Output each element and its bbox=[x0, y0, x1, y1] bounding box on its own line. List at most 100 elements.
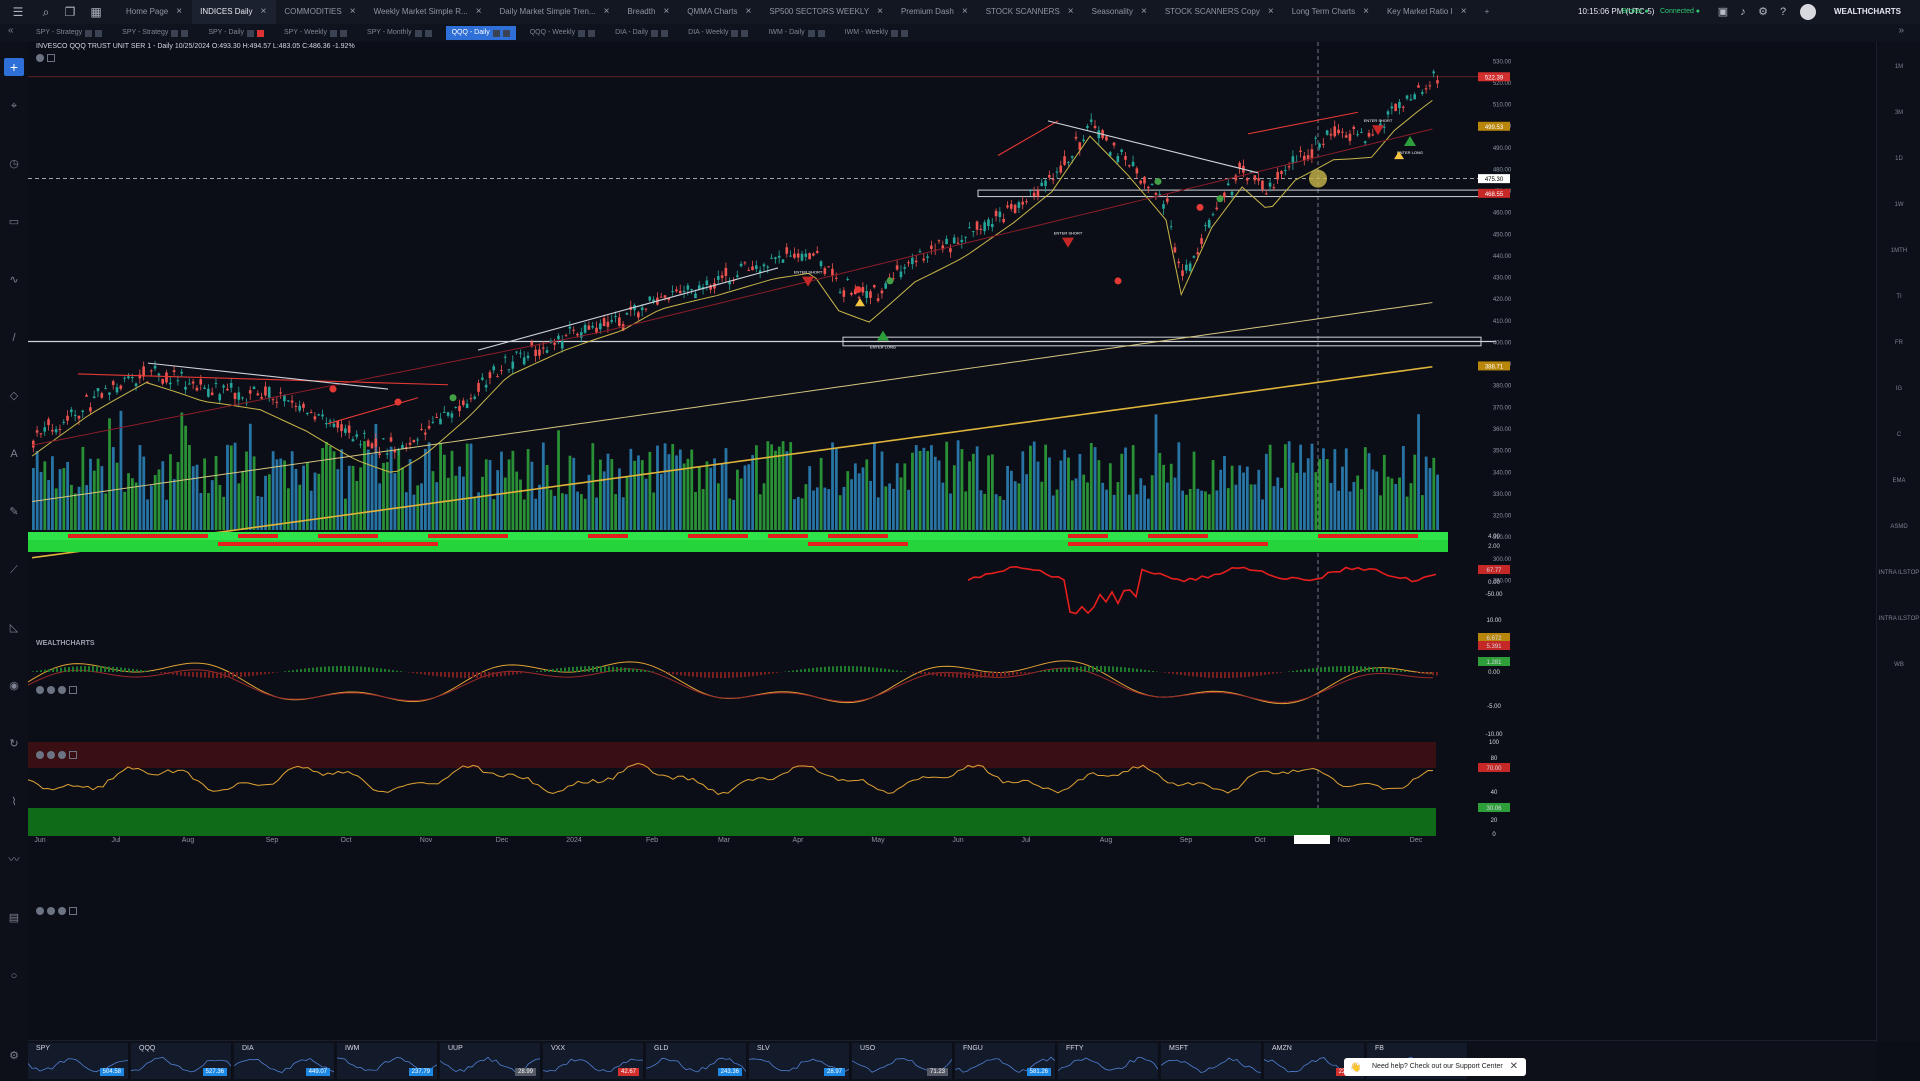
chart-tab-close-icon[interactable] bbox=[340, 30, 347, 37]
chart-tab[interactable]: IWM - Daily bbox=[762, 26, 830, 40]
chart-tab-close-icon[interactable] bbox=[588, 30, 595, 37]
ruler-icon[interactable]: ⟋ bbox=[6, 562, 22, 578]
watchlist-card[interactable]: MSFT bbox=[1161, 1043, 1262, 1079]
workspace-tab[interactable]: Premium Dash× bbox=[893, 0, 978, 24]
chart-tab[interactable]: DIA - Daily bbox=[609, 26, 674, 40]
bell-icon[interactable]: ♪ bbox=[1736, 4, 1750, 20]
chart-tab-close-icon[interactable] bbox=[901, 30, 908, 37]
chart-tab[interactable]: SPY - Monthly bbox=[361, 26, 438, 40]
settings-icon[interactable]: ⚙ bbox=[6, 1048, 22, 1064]
timeframe-label[interactable]: FR bbox=[1877, 340, 1920, 346]
measure-icon[interactable]: ◺ bbox=[6, 620, 22, 636]
close-tab-icon[interactable]: × bbox=[1461, 0, 1467, 24]
workspace-tab[interactable]: Daily Market Simple Tren...× bbox=[492, 0, 620, 24]
workspace-tab[interactable]: Long Term Charts× bbox=[1284, 0, 1379, 24]
price-chart[interactable]: 530.00520.00510.00500.00490.00480.00470.… bbox=[28, 42, 1876, 1040]
support-text[interactable]: Need help? Check out our Support Center bbox=[1372, 1058, 1503, 1076]
chart-tab[interactable]: SPY - Weekly bbox=[278, 26, 353, 40]
workspace-tab[interactable]: Weekly Market Simple R...× bbox=[366, 0, 492, 24]
layers-icon[interactable]: ▤ bbox=[6, 910, 22, 926]
menu-icon[interactable]: ☰ bbox=[10, 4, 26, 20]
chart-tab-close-icon[interactable] bbox=[95, 30, 102, 37]
watchlist-card[interactable]: FFTY bbox=[1058, 1043, 1159, 1079]
eye-icon[interactable]: ◉ bbox=[6, 678, 22, 694]
chart-tab-close-icon[interactable] bbox=[503, 30, 510, 37]
chart-tab[interactable]: DIA - Weekly bbox=[682, 26, 754, 40]
chart-tab-config-icon[interactable] bbox=[891, 30, 898, 37]
calendar-icon[interactable]: ▭ bbox=[6, 214, 22, 230]
timeframe-label[interactable]: C bbox=[1877, 432, 1920, 438]
macd-pane-controls[interactable] bbox=[36, 751, 77, 759]
workspace-tab[interactable]: QMMA Charts× bbox=[679, 0, 761, 24]
search-icon[interactable]: ⌕ bbox=[38, 4, 54, 20]
brush-icon[interactable]: ✎ bbox=[6, 504, 22, 520]
workspace-tab[interactable]: STOCK SCANNERS× bbox=[978, 0, 1084, 24]
chart-tab-config-icon[interactable] bbox=[247, 30, 254, 37]
timeframe-label[interactable]: ASMD bbox=[1877, 524, 1920, 530]
close-tab-icon[interactable]: × bbox=[1068, 0, 1074, 24]
wave-icon[interactable]: 〰 bbox=[6, 852, 22, 868]
chart-tab-config-icon[interactable] bbox=[85, 30, 92, 37]
cursor-icon[interactable]: ⌖ bbox=[6, 98, 22, 114]
timeframe-label[interactable]: INTRA ILSTOP bbox=[1877, 570, 1920, 576]
workspace-tab[interactable]: Key Market Ratio I× bbox=[1379, 0, 1477, 24]
circle-icon[interactable]: ○ bbox=[6, 968, 22, 984]
close-tab-icon[interactable]: × bbox=[261, 0, 267, 24]
timeframe-label[interactable]: INTRA ILSTOP bbox=[1877, 616, 1920, 622]
chart-tab[interactable]: SPY - Strategy bbox=[30, 26, 108, 40]
chart-tab-close-icon[interactable] bbox=[425, 30, 432, 37]
workspace-tab[interactable]: Breadth× bbox=[619, 0, 679, 24]
timeframe-label[interactable]: 1W bbox=[1877, 202, 1920, 208]
workspace-tab[interactable]: SP500 SECTORS WEEKLY× bbox=[761, 0, 893, 24]
chart-tab-close-icon[interactable] bbox=[818, 30, 825, 37]
timeframe-label[interactable]: EMA bbox=[1877, 478, 1920, 484]
workspace-tab[interactable]: COMMODITIES× bbox=[276, 0, 365, 24]
chart-icon[interactable]: ⌇ bbox=[6, 794, 22, 810]
timeframe-label[interactable]: 3M bbox=[1877, 110, 1920, 116]
chart-tab-config-icon[interactable] bbox=[330, 30, 337, 37]
timeframe-label[interactable]: 1D bbox=[1877, 156, 1920, 162]
layout-icon[interactable]: ▦ bbox=[88, 4, 104, 20]
close-tab-icon[interactable]: × bbox=[476, 0, 482, 24]
close-tab-icon[interactable]: × bbox=[604, 0, 610, 24]
chart-tab[interactable]: IWM - Weekly bbox=[839, 26, 914, 40]
line-tool-icon[interactable]: / bbox=[6, 330, 22, 346]
close-tab-icon[interactable]: × bbox=[1363, 0, 1369, 24]
main-pane-controls[interactable] bbox=[36, 54, 55, 62]
chart-tab[interactable]: SPY - Strategy bbox=[116, 26, 194, 40]
close-tab-icon[interactable]: × bbox=[1268, 0, 1274, 24]
refresh-icon[interactable]: ↻ bbox=[6, 736, 22, 752]
support-toast[interactable]: 👋 Need help? Check out our Support Cente… bbox=[1344, 1058, 1526, 1076]
clock-icon[interactable]: ◷ bbox=[6, 156, 22, 172]
timeframe-label[interactable]: 1MTH bbox=[1877, 248, 1920, 254]
shape-tool-icon[interactable]: ◇ bbox=[6, 388, 22, 404]
new-tab-button[interactable]: + bbox=[1477, 0, 1500, 24]
chart-tab[interactable]: SPY - Daily bbox=[202, 26, 270, 40]
chart-tab-config-icon[interactable] bbox=[808, 30, 815, 37]
text-tool-icon[interactable]: A bbox=[6, 446, 22, 462]
timeframe-label[interactable]: WB bbox=[1877, 662, 1920, 668]
close-icon[interactable]: ✕ bbox=[1510, 1058, 1518, 1076]
copy-icon[interactable]: ❐ bbox=[62, 4, 78, 20]
chart-tab[interactable]: QQQ - Weekly bbox=[524, 26, 601, 40]
chart-tab-config-icon[interactable] bbox=[415, 30, 422, 37]
timeframe-label[interactable]: IG bbox=[1877, 386, 1920, 392]
chevron-right-icon[interactable]: » bbox=[1898, 25, 1904, 36]
chart-tab-config-icon[interactable] bbox=[731, 30, 738, 37]
timeframe-label[interactable]: TI bbox=[1877, 294, 1920, 300]
workspace-tab[interactable]: INDICES Daily× bbox=[192, 0, 276, 24]
workspace-tab[interactable]: Home Page× bbox=[118, 0, 192, 24]
broker-status[interactable]: Broker ● bbox=[1622, 0, 1649, 24]
avatar[interactable] bbox=[1800, 4, 1816, 20]
chart-tab[interactable]: QQQ - Daily bbox=[446, 26, 516, 40]
stoch-pane-controls[interactable] bbox=[36, 907, 77, 915]
chart-tab-config-icon[interactable] bbox=[171, 30, 178, 37]
close-tab-icon[interactable]: × bbox=[877, 0, 883, 24]
